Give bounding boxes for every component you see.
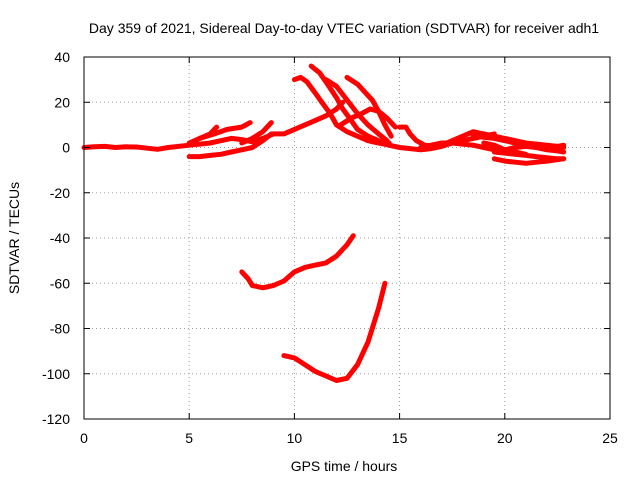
series-arc-d xyxy=(239,120,274,146)
series-arc-f xyxy=(308,63,392,146)
y-tick-labels: 40 20 0 -20 -40 -60 -80 -100 -120 xyxy=(42,49,70,427)
x-axis-label: GPS time / hours xyxy=(291,458,398,474)
y-tick-label: 20 xyxy=(54,94,70,110)
series-arc-c xyxy=(186,131,274,160)
x-tick-label: 10 xyxy=(287,430,303,446)
y-tick-label: 40 xyxy=(54,49,70,65)
series-layer xyxy=(81,63,567,383)
y-tick-label: -120 xyxy=(42,411,70,427)
x-tick-label: 5 xyxy=(185,430,193,446)
chart-title: Day 359 of 2021, Sidereal Day-to-day VTE… xyxy=(89,20,599,36)
y-tick-label: -100 xyxy=(42,366,70,382)
series-arc-baseline xyxy=(81,99,346,152)
series-arc-p xyxy=(418,140,567,153)
y-tick-label: -60 xyxy=(50,275,70,291)
series-arc-m xyxy=(470,133,567,155)
y-tick-label: -40 xyxy=(50,230,70,246)
series-arc-q xyxy=(481,140,529,157)
y-tick-label: 0 xyxy=(62,140,70,156)
y-tick-label: -20 xyxy=(50,185,70,201)
series-arc-h xyxy=(344,74,394,139)
y-axis-label: SDTVAR / TECUs xyxy=(6,182,22,294)
x-tick-labels: 0 5 10 15 20 25 xyxy=(80,430,618,446)
series-arc-low-1 xyxy=(239,233,356,291)
series-arc-low-2 xyxy=(281,280,388,383)
series-arc-i xyxy=(338,106,398,130)
series-arc-o xyxy=(491,156,567,166)
y-tick-label: -80 xyxy=(50,321,70,337)
series-arc-e xyxy=(291,74,392,148)
x-tick-label: 20 xyxy=(497,430,513,446)
series-arc-b xyxy=(197,120,253,141)
x-tick-label: 25 xyxy=(602,430,618,446)
x-tick-label: 0 xyxy=(80,430,88,446)
grid xyxy=(84,57,610,419)
x-tick-label: 15 xyxy=(392,430,408,446)
ticks xyxy=(83,56,611,420)
